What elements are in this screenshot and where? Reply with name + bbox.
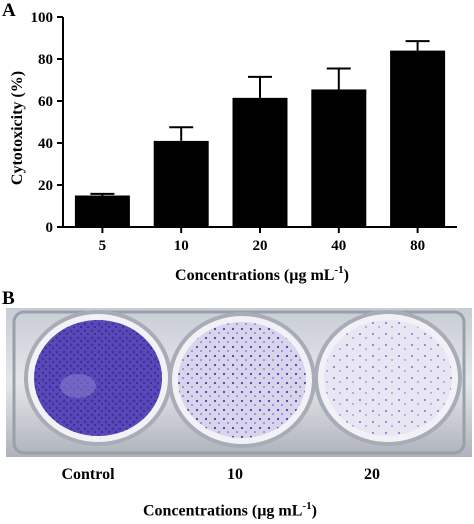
photo-label-10: 10	[227, 466, 243, 483]
y-tick-label: 40	[38, 136, 53, 152]
x-tick-label: 40	[331, 238, 346, 254]
y-tick-label: 60	[38, 94, 53, 110]
bar	[311, 89, 367, 227]
x-axis-label-main: Concentrations (µg mL	[175, 267, 334, 284]
y-tick-label: 80	[38, 52, 53, 68]
x-tick-label: 20	[253, 238, 268, 254]
y-axis-label: Cytotoxicity (%)	[9, 71, 26, 185]
bar	[153, 140, 209, 227]
well-10	[168, 312, 316, 448]
x-tick-label: 10	[174, 238, 189, 254]
photo-x-axis-label: Concentrations (µg mL-1)	[143, 500, 317, 520]
plate-frame	[12, 310, 466, 455]
x-tick-label: 80	[410, 238, 425, 254]
well-control	[24, 310, 172, 446]
photo-x-axis-label-sup: -1	[302, 500, 312, 512]
y-tick-label: 20	[38, 178, 53, 194]
photo-x-axis-label-main: Concentrations (µg mL	[143, 502, 303, 520]
x-tick-label: 5	[99, 238, 107, 254]
bars-group	[74, 50, 446, 227]
panel-b-letter: B	[2, 288, 15, 309]
well-plate-photo	[6, 308, 472, 457]
bar	[74, 195, 130, 227]
photo-x-axis-label-close: )	[311, 502, 317, 520]
x-axis-label: Concentrations (µg mL-1)	[175, 264, 349, 284]
panel-a-letter: A	[2, 0, 16, 21]
error-bars-group	[90, 40, 430, 196]
y-tick-label: 100	[31, 10, 54, 26]
x-axis-label-close: )	[344, 267, 349, 284]
y-tick-label: 0	[46, 220, 54, 236]
y-ticks-group: 0 20 40 60 80 100	[31, 10, 63, 236]
photo-label-control: Control	[61, 466, 115, 483]
bar	[232, 97, 288, 227]
x-ticks-group: 5 10 20 40 80	[99, 227, 425, 254]
well-20	[314, 310, 462, 446]
x-axis-label-sup: -1	[334, 264, 343, 276]
photo-label-20: 20	[364, 466, 380, 483]
bar	[390, 50, 446, 227]
